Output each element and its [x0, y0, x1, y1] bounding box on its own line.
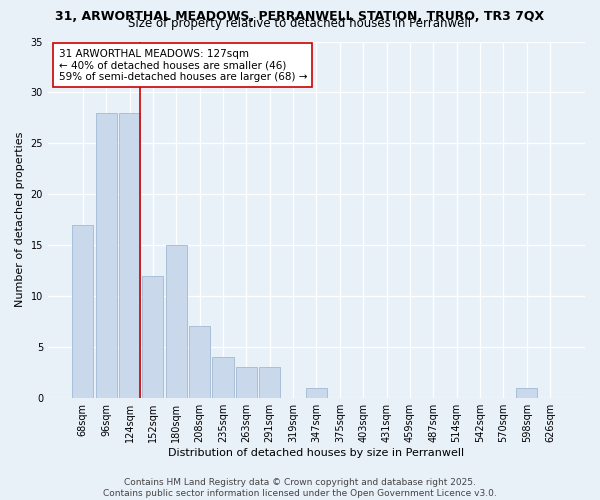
Bar [189, 326, 210, 398]
Bar [73, 224, 94, 398]
X-axis label: Distribution of detached houses by size in Perranwell: Distribution of detached houses by size … [169, 448, 464, 458]
Y-axis label: Number of detached properties: Number of detached properties [15, 132, 25, 308]
Bar [142, 276, 163, 398]
Text: 31, ARWORTHAL MEADOWS, PERRANWELL STATION, TRURO, TR3 7QX: 31, ARWORTHAL MEADOWS, PERRANWELL STATIO… [55, 10, 545, 23]
Bar [306, 388, 327, 398]
Bar [119, 112, 140, 398]
Text: Size of property relative to detached houses in Perranwell: Size of property relative to detached ho… [128, 18, 472, 30]
Bar [259, 367, 280, 398]
Bar [212, 357, 233, 398]
Text: 31 ARWORTHAL MEADOWS: 127sqm
← 40% of detached houses are smaller (46)
59% of se: 31 ARWORTHAL MEADOWS: 127sqm ← 40% of de… [59, 48, 307, 82]
Text: Contains HM Land Registry data © Crown copyright and database right 2025.
Contai: Contains HM Land Registry data © Crown c… [103, 478, 497, 498]
Bar [236, 367, 257, 398]
Bar [516, 388, 537, 398]
Bar [95, 112, 117, 398]
Bar [166, 245, 187, 398]
